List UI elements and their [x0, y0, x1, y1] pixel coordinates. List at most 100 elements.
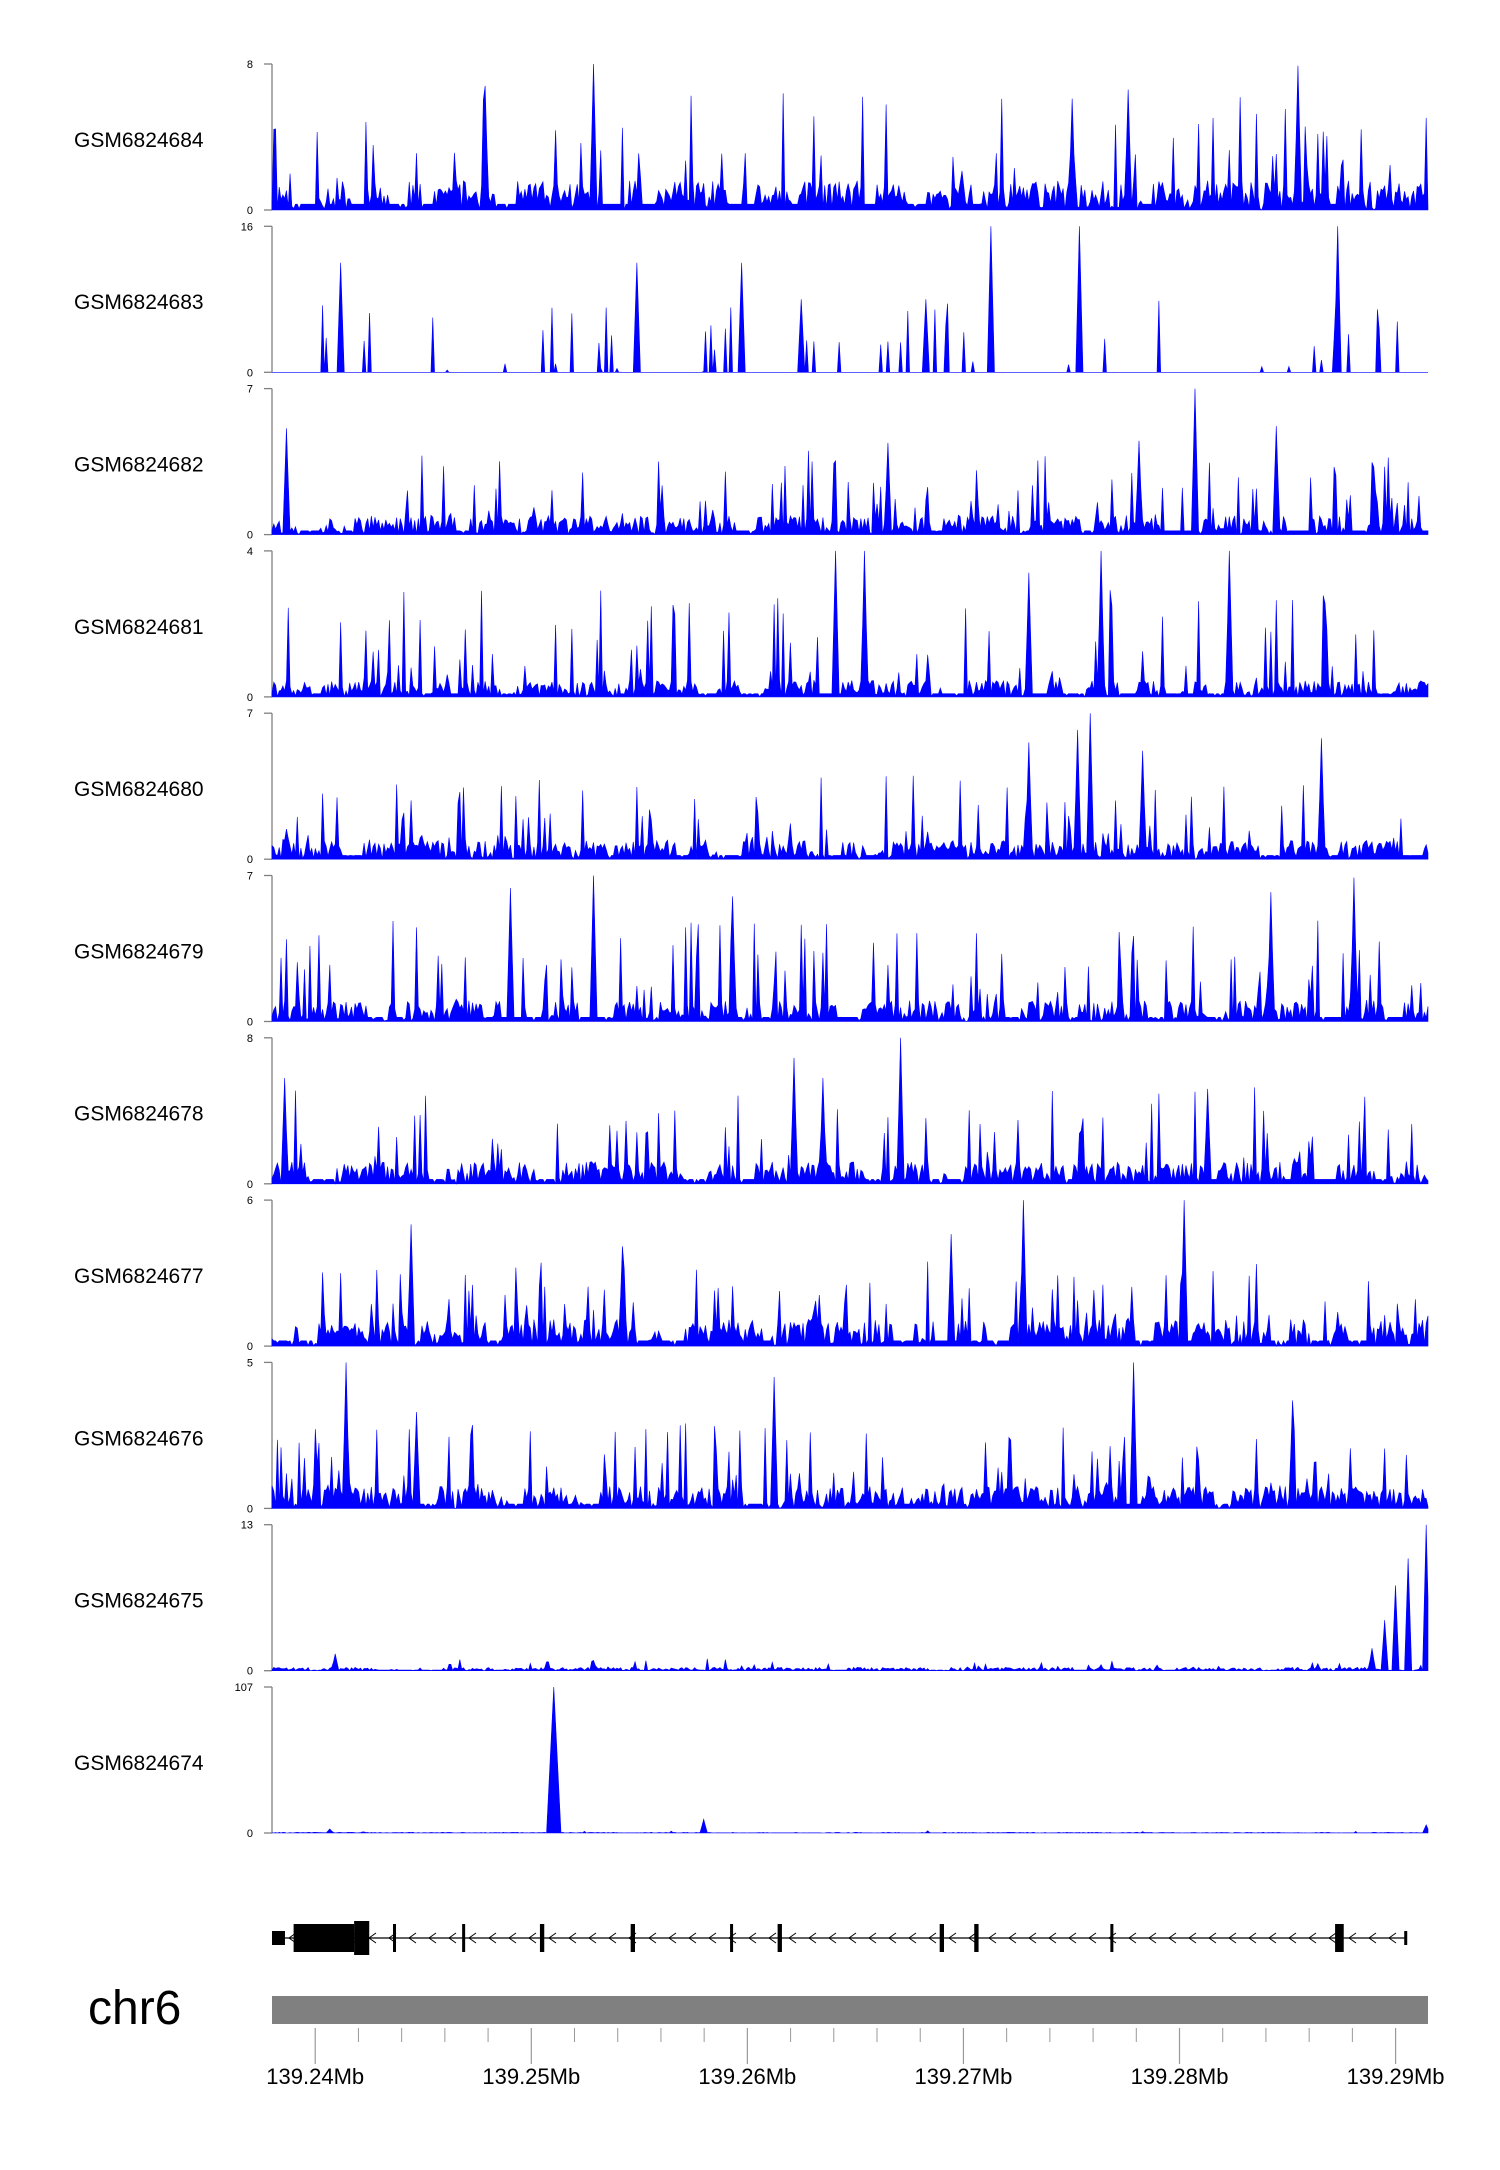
- strand-chevron: [548, 1932, 557, 1944]
- coverage-area: [271, 713, 1429, 860]
- track-axis: 70: [247, 384, 273, 542]
- track-axis: 60: [247, 1195, 273, 1353]
- strand-chevron: [428, 1932, 437, 1944]
- y-min-label: 0: [247, 1666, 253, 1678]
- strand-chevron: [908, 1932, 917, 1944]
- y-min-label: 0: [247, 530, 253, 542]
- exon: [272, 1931, 285, 1945]
- exon: [630, 1924, 636, 1952]
- strand-chevron: [568, 1932, 577, 1944]
- strand-chevron: [1388, 1932, 1397, 1944]
- gene-model-track: [272, 1921, 1408, 1955]
- exon: [939, 1924, 944, 1952]
- strand-chevron: [528, 1932, 537, 1944]
- coverage-track: GSM6824683 16 0: [74, 221, 1428, 379]
- track-name: GSM6824684: [74, 129, 204, 152]
- track-name: GSM6824683: [74, 291, 204, 314]
- strand-chevron: [988, 1932, 997, 1944]
- strand-chevron: [808, 1932, 817, 1944]
- y-min-label: 0: [247, 1503, 253, 1515]
- strand-chevron: [1148, 1932, 1157, 1944]
- strand-chevron: [968, 1932, 977, 1944]
- coverage-area: [271, 1037, 1429, 1185]
- strand-chevron: [1108, 1932, 1117, 1944]
- coverage-track: GSM6824677 60: [74, 1195, 1429, 1353]
- track-name: GSM6824677: [74, 1265, 204, 1288]
- coverage-track: GSM6824675 13 0: [74, 1520, 1429, 1678]
- exon: [1110, 1924, 1114, 1952]
- coverage-area: [271, 875, 1429, 1023]
- y-max-label: 7: [247, 384, 253, 396]
- x-tick-label: 139.25Mb: [482, 2064, 580, 2089]
- strand-chevron: [848, 1932, 857, 1944]
- strand-chevron: [1368, 1932, 1377, 1944]
- exon: [1404, 1931, 1408, 1945]
- y-min-label: 0: [247, 205, 253, 217]
- strand-chevron: [768, 1932, 777, 1944]
- coverage-area: [271, 63, 1429, 211]
- coverage-tracks: GSM682468480GSM6824683160GSM682468270GSM…: [74, 59, 1429, 1840]
- exon: [539, 1924, 545, 1952]
- exon: [354, 1921, 370, 1955]
- exon: [1335, 1924, 1344, 1952]
- strand-chevron: [468, 1932, 477, 1944]
- strand-chevron: [1028, 1932, 1037, 1944]
- track-axis: 50: [247, 1357, 273, 1515]
- track-axis: 80: [247, 59, 273, 217]
- coverage-area: [271, 1686, 1429, 1834]
- strand-chevron: [1088, 1932, 1097, 1944]
- strand-chevron: [948, 1932, 957, 1944]
- track-axis: 70: [247, 871, 273, 1029]
- track-axis: 13 0: [241, 1520, 273, 1678]
- track-axis: 70: [247, 708, 273, 866]
- x-tick-label: 139.29Mb: [1347, 2064, 1445, 2089]
- strand-chevron: [728, 1932, 737, 1944]
- track-axis: 40: [247, 546, 273, 704]
- strand-chevron: [1248, 1932, 1257, 1944]
- strand-chevron: [1188, 1932, 1197, 1944]
- strand-chevron: [1308, 1932, 1317, 1944]
- exon: [462, 1924, 466, 1952]
- y-min-label: 0: [247, 1017, 253, 1029]
- strand-chevron: [588, 1932, 597, 1944]
- strand-chevron: [1208, 1932, 1217, 1944]
- strand-chevron: [868, 1932, 877, 1944]
- coverage-area: [271, 550, 1429, 698]
- y-max-label: 4: [247, 546, 253, 558]
- x-tick-label: 139.26Mb: [698, 2064, 796, 2089]
- track-name: GSM6824682: [74, 454, 204, 477]
- track-name: GSM6824680: [74, 778, 204, 801]
- y-min-label: 0: [247, 1828, 253, 1840]
- track-name: GSM6824681: [74, 616, 204, 639]
- track-name: GSM6824674: [74, 1752, 204, 1775]
- strand-chevron: [1328, 1932, 1337, 1944]
- y-min-label: 0: [247, 692, 253, 704]
- y-max-label: 7: [247, 708, 253, 720]
- track-name: GSM6824679: [74, 940, 204, 963]
- track-name: GSM6824675: [74, 1590, 204, 1613]
- y-max-label: 7: [247, 871, 253, 883]
- strand-chevron: [1268, 1932, 1277, 1944]
- strand-chevron: [928, 1932, 937, 1944]
- y-max-label: 8: [247, 59, 253, 71]
- strand-chevron: [508, 1932, 517, 1944]
- strand-chevron: [408, 1932, 417, 1944]
- chromosome-bar: [272, 1996, 1428, 2024]
- exon: [393, 1924, 397, 1952]
- x-tick-label: 139.28Mb: [1131, 2064, 1229, 2089]
- track-name: GSM6824676: [74, 1427, 204, 1450]
- track-axis: 80: [247, 1033, 273, 1191]
- strand-chevron: [1288, 1932, 1297, 1944]
- y-min-label: 0: [247, 367, 253, 379]
- y-min-label: 0: [247, 1179, 253, 1191]
- coverage-area: [271, 1362, 1429, 1510]
- y-max-label: 6: [247, 1195, 253, 1207]
- y-max-label: 5: [247, 1357, 253, 1369]
- strand-chevron: [1068, 1932, 1077, 1944]
- x-tick-label: 139.27Mb: [915, 2064, 1013, 2089]
